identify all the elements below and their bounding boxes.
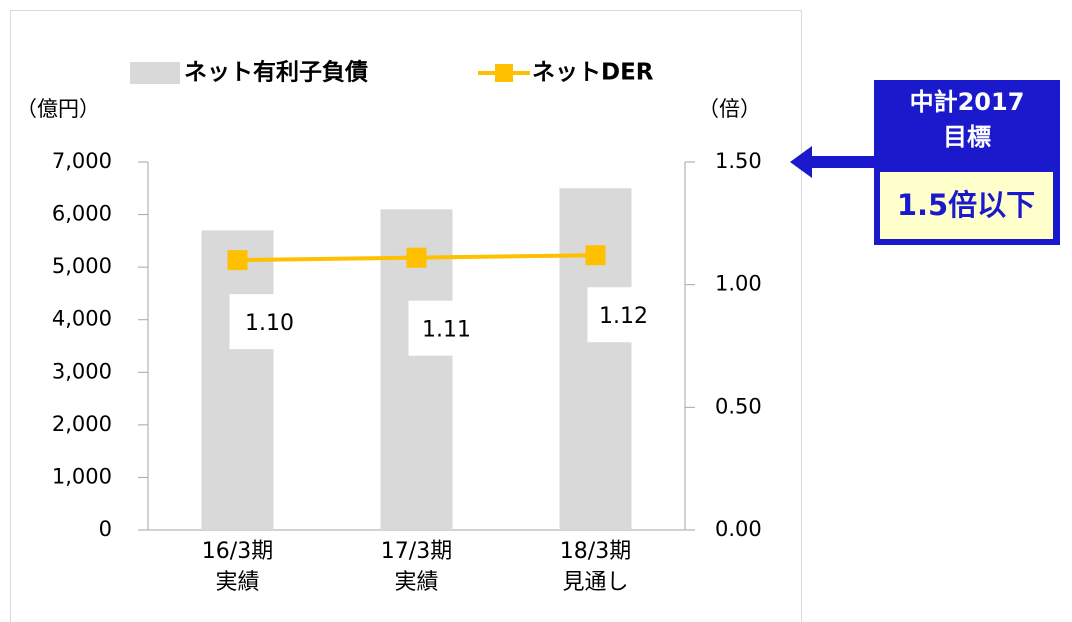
y-tick-label: 0 (99, 517, 112, 541)
annotation-title: 中計2017 (910, 88, 1025, 116)
x-tick-label: 17/3期実績 (381, 539, 452, 595)
legend-label: ネット有利子負債 (184, 59, 368, 86)
bar (201, 230, 274, 531)
annotation-title: 目標 (943, 123, 991, 151)
value-label: 1.10 (245, 311, 294, 336)
bar (559, 188, 632, 531)
annotation-text: 1.5倍以下 (897, 188, 1035, 222)
y-tick-label: 5,000 (52, 254, 112, 278)
y-tick-label: 2,000 (52, 412, 112, 436)
annotation-inner (880, 172, 1053, 239)
y-tick-label: 6,000 (52, 202, 112, 226)
x-tick-label: 16/3期実績 (202, 539, 273, 595)
value-label: 1.11 (422, 318, 471, 343)
y2-tick-label: 1.00 (715, 272, 762, 296)
y-tick-label: 4,000 (52, 307, 112, 331)
line-marker (406, 247, 427, 268)
value-label-box (229, 294, 300, 350)
annotation-arrow (790, 146, 875, 178)
value-label-box (587, 287, 658, 343)
legend-swatch (495, 64, 513, 82)
legend-label: ネットDER (532, 60, 654, 86)
line-marker (585, 245, 606, 266)
y2-tick-label: 0.00 (715, 517, 762, 541)
value-label: 1.12 (599, 304, 648, 329)
line-marker (227, 250, 248, 271)
legend-swatch (130, 62, 180, 84)
y2-axis-label: （倍） (698, 97, 761, 121)
y2-tick-label: 0.50 (715, 394, 762, 418)
value-label-box (408, 300, 479, 356)
y-tick-label: 1,000 (52, 464, 112, 488)
y-tick-label: 3,000 (52, 359, 112, 383)
x-tick-label: 18/3期見通し (560, 539, 631, 595)
y2-tick-label: 1.50 (715, 149, 762, 173)
y-tick-label: 7,000 (52, 149, 112, 173)
y-axis-label: （億円） (16, 97, 100, 121)
